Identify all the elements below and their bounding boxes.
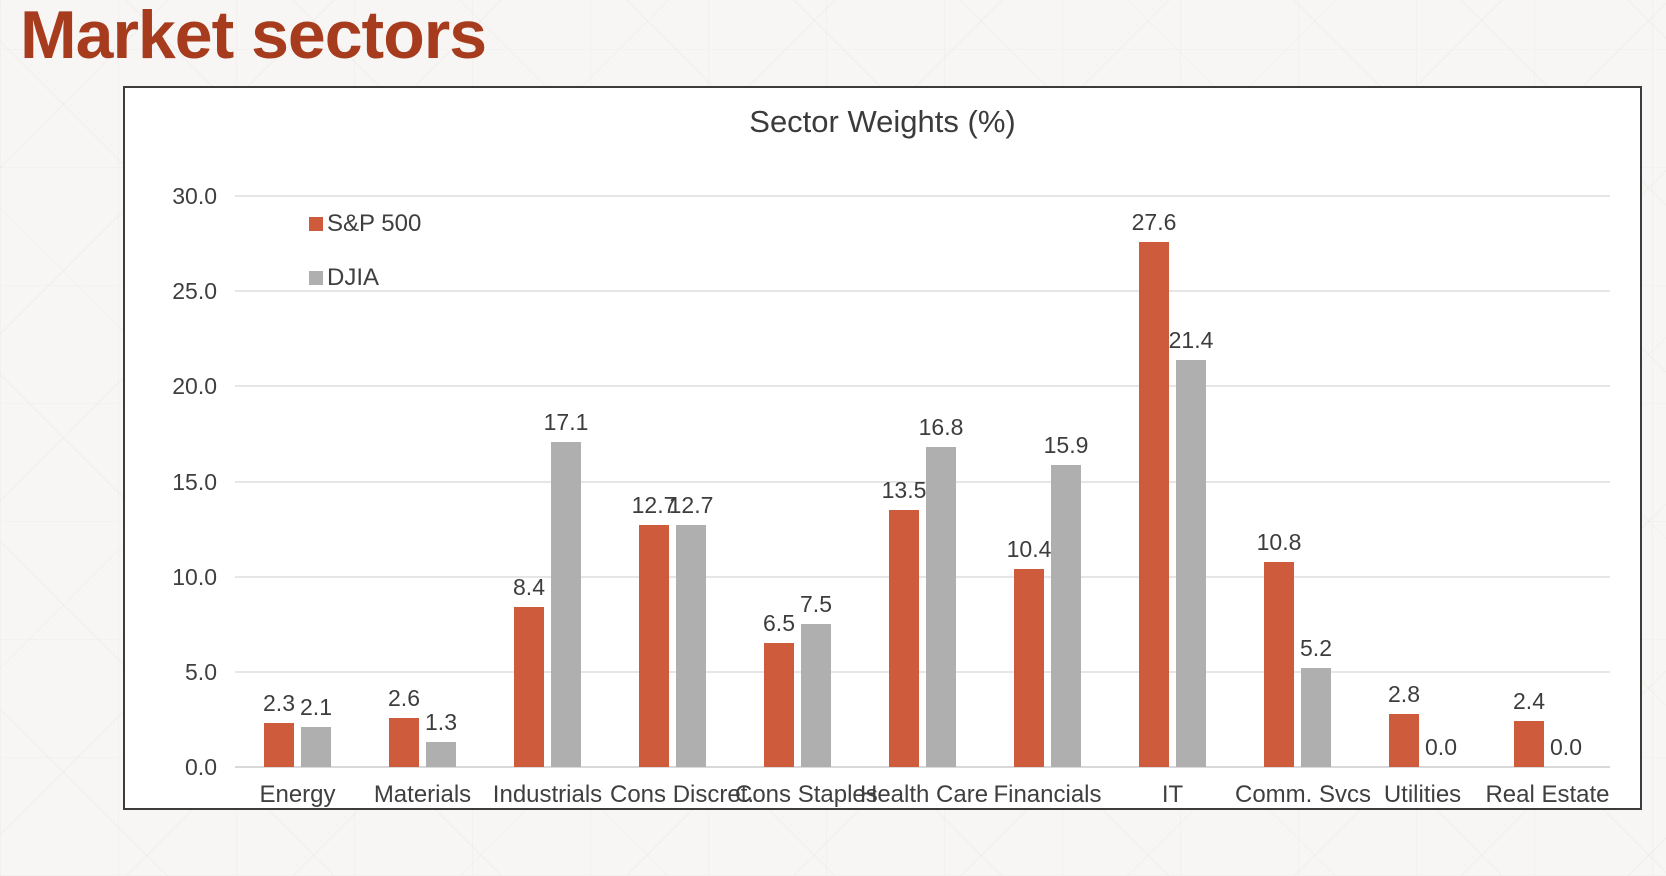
- bar-value-label: 10.8: [1256, 528, 1302, 555]
- legend-label: S&P 500: [327, 210, 422, 237]
- plot-area: S&P 500 DJIA 2.3 2.6 8.4 12.7 6.5 13.5 10.4 27.6…: [235, 162, 1610, 808]
- x-axis-category-label: IT: [1161, 781, 1184, 808]
- bar-s-p-500-utilities: [1389, 713, 1419, 767]
- bar-djia-cons-staples: [801, 624, 831, 767]
- bar-s-p-500-industrials: [514, 607, 544, 767]
- bar-value-label: 15.9: [1043, 431, 1089, 458]
- x-axis-category-label: Industrials: [492, 781, 603, 808]
- bar-s-p-500-real-estate: [1514, 721, 1544, 767]
- legend-item-djia: DJIA: [309, 264, 421, 292]
- x-axis-category-label: Health Care: [860, 781, 989, 808]
- y-axis-tick-label: 5.0: [185, 658, 217, 685]
- bar-value-label: 2.1: [300, 694, 332, 721]
- bar-s-p-500-comm-svcs: [1264, 561, 1294, 767]
- bar-value-label: 13.5: [881, 477, 927, 504]
- y-axis-tick-label: 15.0: [172, 468, 217, 495]
- bar-s-p-500-health-care: [889, 510, 919, 767]
- x-axis-category-label: Financials: [993, 781, 1102, 808]
- bar-value-label: 27.6: [1131, 208, 1177, 235]
- bar-value-label: 2.8: [1388, 680, 1420, 707]
- legend: S&P 500 DJIA: [309, 210, 421, 292]
- bar-djia-materials: [426, 742, 456, 767]
- bar-djia-health-care: [926, 447, 956, 767]
- y-axis-tick-label: 20.0: [172, 373, 217, 400]
- slide-title: Market sectors: [20, 0, 487, 73]
- gridline: [235, 385, 1610, 388]
- bar-value-label: 10.4: [1006, 536, 1052, 563]
- bar-value-label: 7.5: [800, 591, 832, 618]
- bar-value-label: 21.4: [1168, 326, 1214, 353]
- bar-s-p-500-financials: [1014, 569, 1044, 767]
- x-axis-category-label: Real Estate: [1485, 781, 1610, 808]
- bar-s-p-500-cons-staples: [764, 643, 794, 767]
- bar-s-p-500-energy: [264, 723, 294, 767]
- x-axis-category-label: Energy: [259, 781, 336, 808]
- bar-value-label: 6.5: [763, 610, 795, 637]
- bar-value-label: 0.0: [1550, 734, 1582, 760]
- bar-djia-cons-discret: [676, 525, 706, 767]
- bar-s-p-500-it: [1139, 241, 1169, 767]
- bar-djia-industrials: [551, 441, 581, 767]
- gridline: [235, 480, 1610, 483]
- x-axis-category-label: Comm. Svcs: [1235, 781, 1372, 808]
- bar-s-p-500-cons-discret: [639, 525, 669, 767]
- x-axis-category-label: Cons Staples: [735, 781, 878, 808]
- bar-value-label: 17.1: [543, 408, 589, 435]
- y-axis-tick-label: 30.0: [172, 183, 217, 210]
- bar-djia-financials: [1051, 464, 1081, 767]
- bar-value-label: 8.4: [513, 574, 545, 601]
- bar-djia-comm-svcs: [1301, 668, 1331, 767]
- gridline: [235, 290, 1610, 293]
- gridline: [235, 670, 1610, 673]
- gridline: [235, 195, 1610, 198]
- bar-djia-energy: [301, 727, 331, 767]
- bar-s-p-500-materials: [389, 717, 419, 767]
- chart-title: Sector Weights (%): [749, 104, 1016, 139]
- bar-djia-it: [1176, 359, 1206, 767]
- chart: Sector Weights (%) S&P 500 DJIA 2.3 2.6 8.4…: [123, 86, 1642, 810]
- y-axis-tick-label: 10.0: [172, 563, 217, 590]
- bar-value-label: 16.8: [918, 414, 964, 441]
- bar-value-label: 12.7: [668, 492, 714, 519]
- bar-value-label: 2.6: [388, 684, 420, 711]
- bar-value-label: 2.4: [1513, 688, 1545, 715]
- legend-swatch-icon: [309, 217, 323, 231]
- x-axis-category-label: Utilities: [1383, 781, 1462, 808]
- x-axis-category-label: Materials: [373, 781, 472, 808]
- bar-value-label: 12.7: [631, 492, 677, 519]
- y-axis-tick-label: 0.0: [185, 754, 217, 780]
- x-axis-line: [235, 766, 1610, 768]
- bar-value-label: 2.3: [263, 690, 295, 717]
- legend-item-s-p-500: S&P 500: [309, 210, 421, 238]
- y-axis-tick-label: 25.0: [172, 278, 217, 305]
- bar-value-label: 5.2: [1300, 635, 1332, 662]
- legend-swatch-icon: [309, 271, 323, 285]
- gridline: [235, 575, 1610, 578]
- legend-label: DJIA: [327, 264, 380, 291]
- x-axis-category-label: Cons Discret.: [610, 781, 755, 808]
- bar-value-label: 0.0: [1425, 734, 1457, 760]
- bar-value-label: 1.3: [425, 709, 457, 736]
